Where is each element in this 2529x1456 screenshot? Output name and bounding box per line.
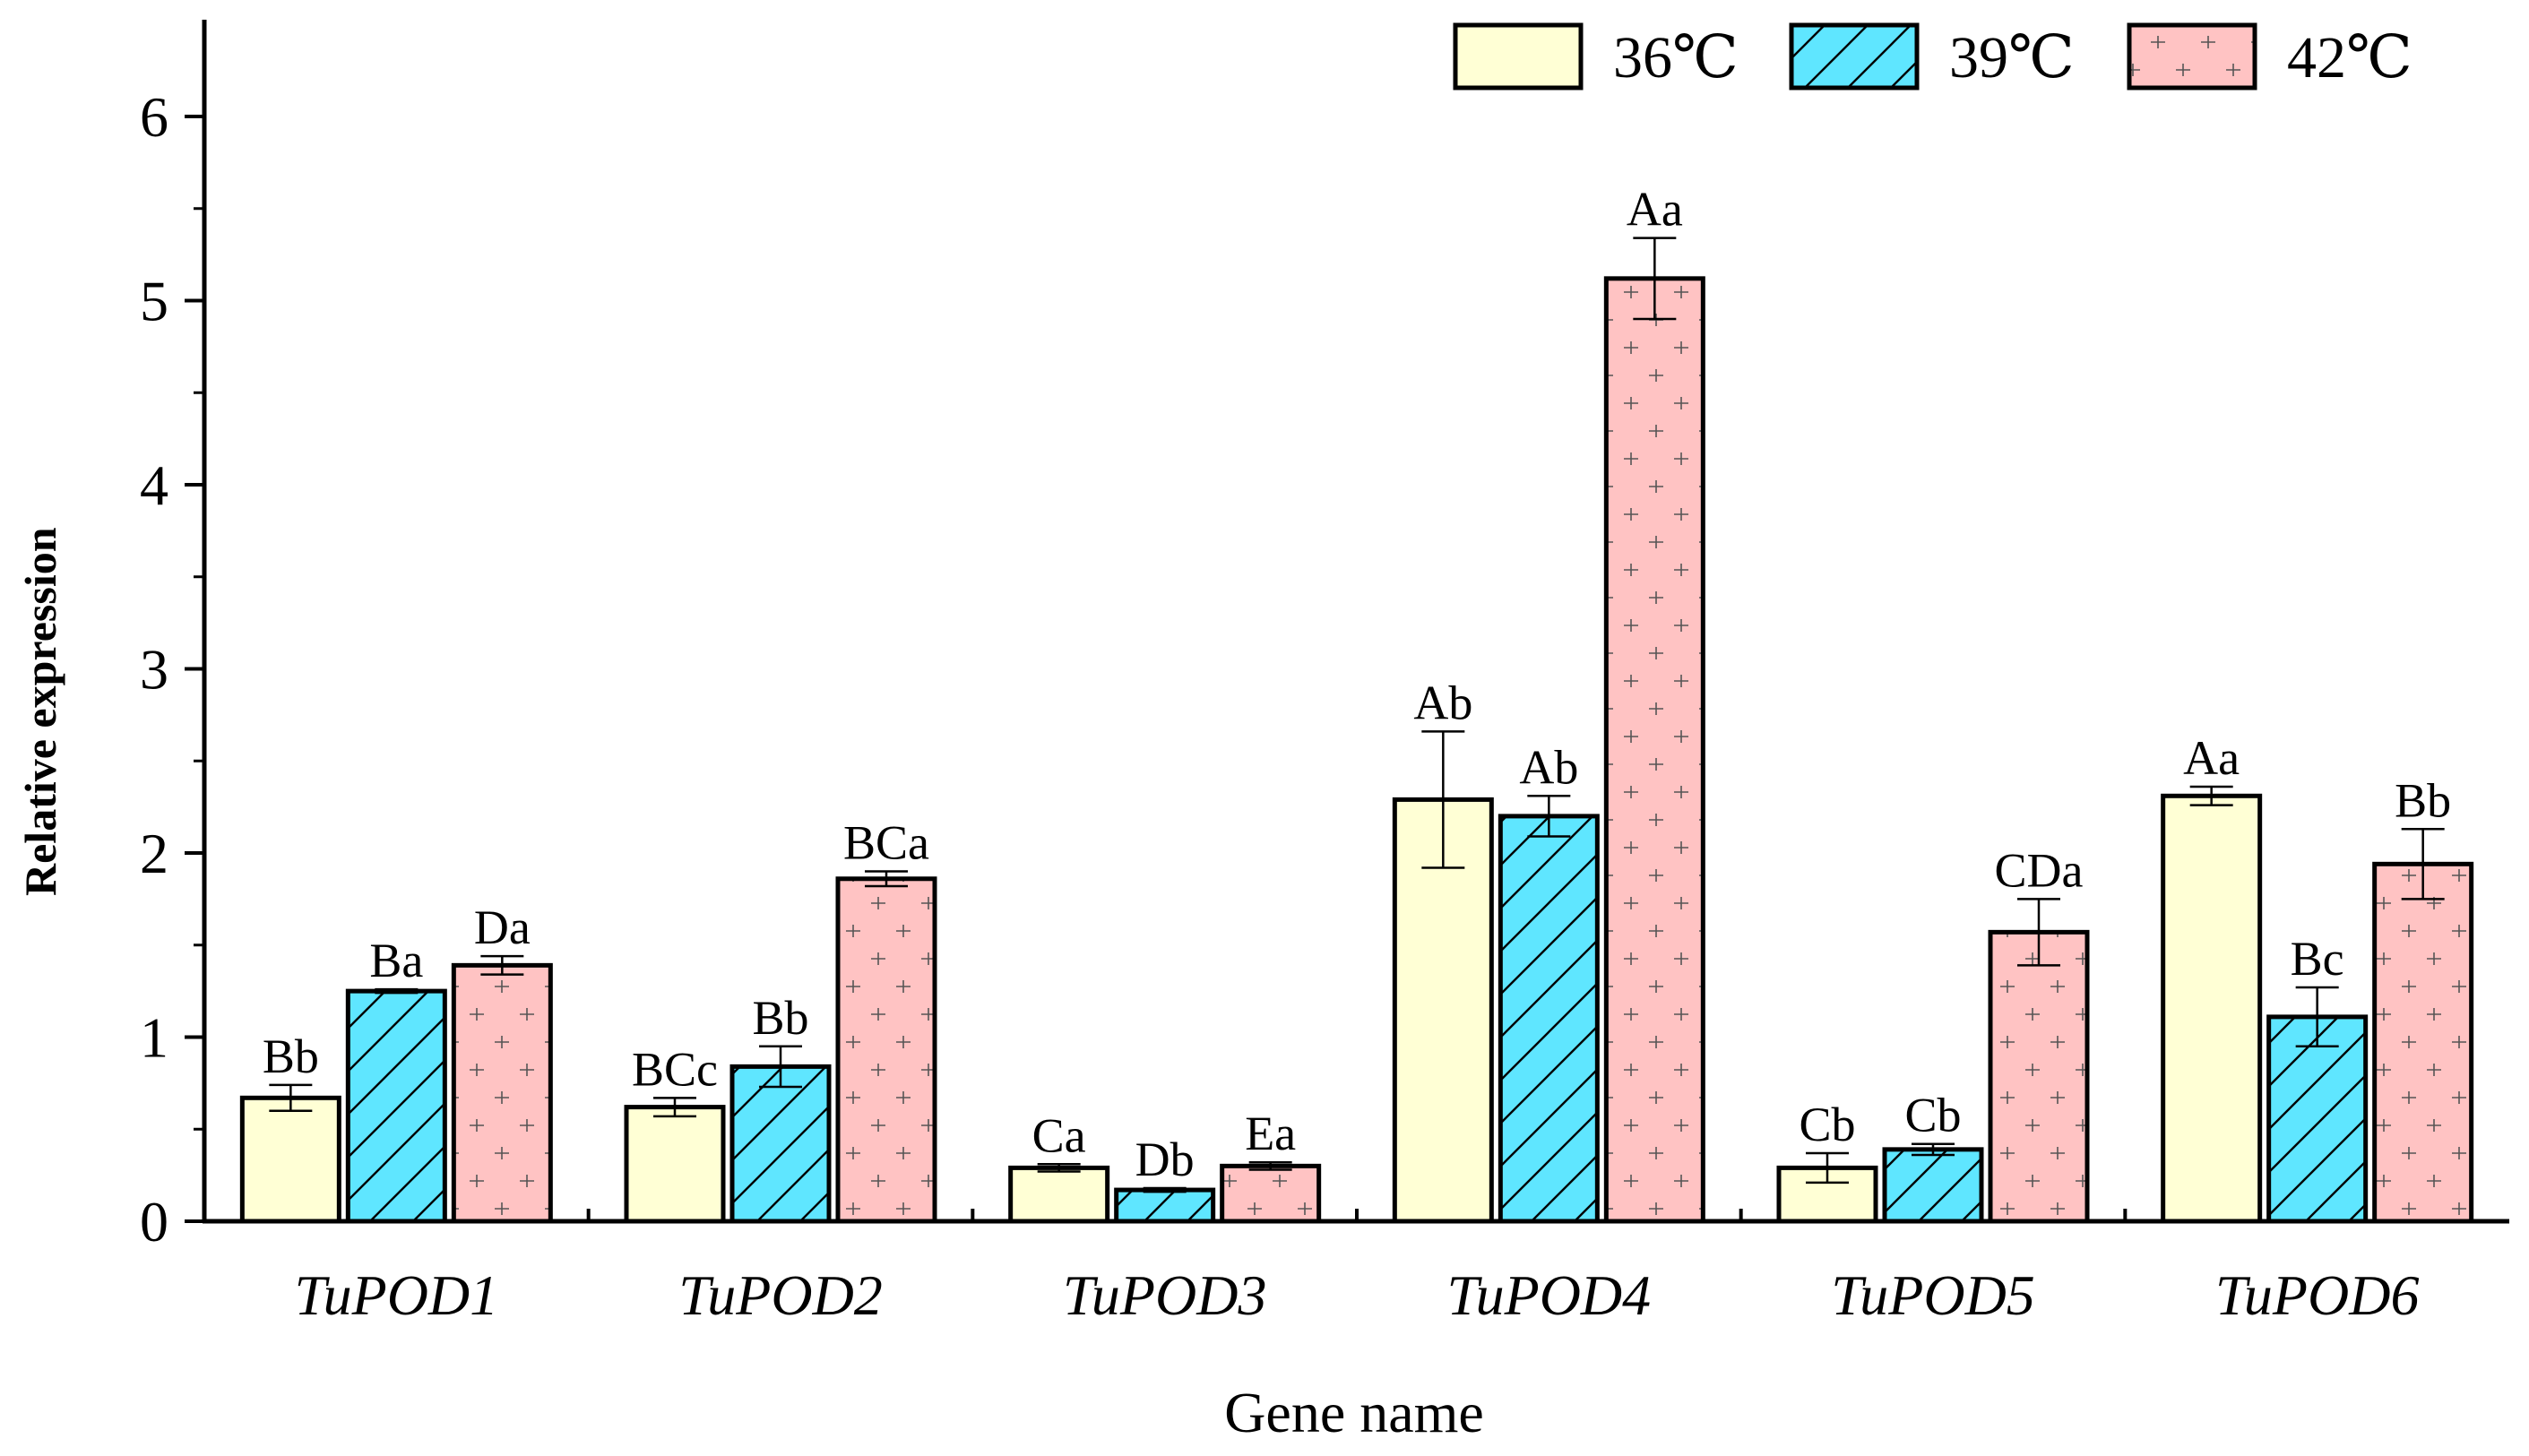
legend-swatch-outline: [1789, 22, 1920, 90]
bar-pattern: [2268, 1016, 2366, 1221]
legend-label: 36℃: [1613, 25, 1739, 90]
x-tick-label: TuPOD3: [1063, 1263, 1267, 1327]
bar-pattern: [1116, 1190, 1213, 1221]
significance-label: Aa: [1627, 183, 1683, 237]
significance-label: Cb: [1799, 1098, 1855, 1151]
significance-label: BCa: [843, 816, 929, 870]
y-tick-label: 3: [140, 638, 168, 702]
bar: [242, 1098, 340, 1221]
legend-label: 39℃: [1949, 25, 2075, 90]
significance-label: Ba: [369, 934, 423, 987]
x-tick-label: TuPOD5: [1831, 1263, 2035, 1327]
legend: 36℃ 39℃ 42℃: [1453, 22, 2412, 90]
x-tick-label: TuPOD4: [1447, 1263, 1652, 1327]
significance-labels: Bb Ba Da BCc Bb BCa Ca Db Ea Ab Ab Aa Cb Cb CDa Aa Bc Bb: [263, 183, 2451, 1186]
legend-swatch: [1455, 25, 1581, 88]
legend-swatch-pattern: [2129, 25, 2255, 88]
axes: 0 1 2 3 4 5 6 TuPOD1 TuPOD2 TuPOD3 TuPOD4 TuPOD5 TuP…: [140, 20, 2509, 1327]
x-tick-label: TuPOD6: [2215, 1263, 2420, 1327]
x-tick-label: TuPOD2: [678, 1263, 883, 1327]
significance-label: Bb: [752, 991, 808, 1045]
bar-pattern: [453, 965, 551, 1221]
bar-pattern: [732, 1066, 829, 1221]
legend-swatch-outline: [1453, 22, 1584, 90]
significance-label: BCc: [632, 1042, 718, 1096]
bar-pattern: [1221, 1166, 1319, 1221]
bar-pattern: [2374, 864, 2472, 1221]
y-tick-label: 4: [140, 453, 168, 517]
significance-label: Aa: [2183, 731, 2240, 785]
significance-label: Ca: [1032, 1108, 1086, 1162]
x-axis-title: Gene name: [1224, 1381, 1484, 1444]
y-tick-label: 6: [140, 85, 168, 149]
y-tick-label: 0: [140, 1190, 168, 1254]
x-tick-label: TuPOD1: [295, 1263, 499, 1327]
bars: [239, 276, 2474, 1224]
bar-pattern: [838, 878, 935, 1221]
significance-label: Bb: [263, 1030, 319, 1083]
significance-label: Cb: [1904, 1089, 1961, 1142]
error-bars: [269, 237, 2445, 1193]
bar-pattern: [1885, 1149, 1981, 1221]
significance-label: Bc: [2291, 932, 2344, 986]
bar-pattern: [348, 991, 445, 1221]
significance-label: Db: [1135, 1133, 1195, 1186]
bar: [626, 1107, 723, 1221]
legend-swatch-outline: [2127, 22, 2257, 90]
bar: [1394, 799, 1492, 1221]
bar: [2162, 796, 2260, 1221]
legend-swatch-pattern: [1791, 25, 1917, 88]
bar-pattern: [1500, 815, 1598, 1221]
y-axis-title: Relative expression: [15, 527, 65, 896]
significance-label: Bb: [2395, 773, 2451, 827]
bar-pattern: [1990, 932, 2087, 1221]
legend-label: 42℃: [2287, 25, 2412, 90]
significance-label: Ea: [1245, 1107, 1296, 1160]
significance-label: Ab: [1519, 740, 1578, 794]
significance-label: Ab: [1413, 676, 1472, 729]
y-tick-label: 5: [140, 270, 168, 333]
significance-label: CDa: [1995, 843, 2084, 897]
bar: [1010, 1167, 1108, 1221]
significance-label: Da: [474, 900, 531, 954]
y-tick-label: 1: [140, 1006, 168, 1070]
y-tick-label: 2: [140, 822, 168, 885]
bar-pattern: [1606, 278, 1704, 1222]
